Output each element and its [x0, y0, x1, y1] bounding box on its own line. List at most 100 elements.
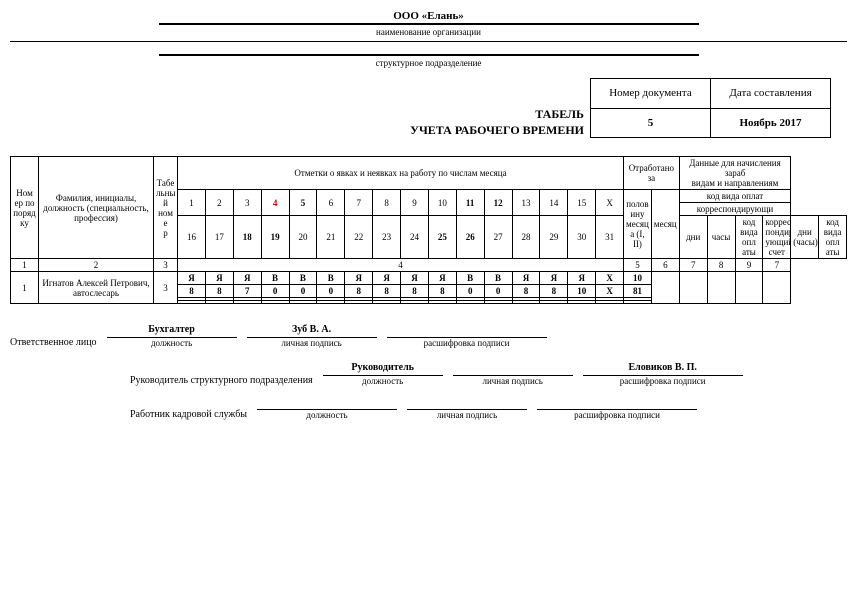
docinfo-block: ТАБЕЛЬ УЧЕТА РАБОЧЕГО ВРЕМЕНИ Номер доку… — [10, 78, 847, 138]
emp-r2h-2 — [233, 301, 261, 304]
emp-r1c-0: Я — [178, 272, 206, 285]
day-bot-31: 31 — [596, 216, 624, 259]
day-bot-16: 16 — [178, 216, 206, 259]
emp-r2h-9 — [428, 301, 456, 304]
org-header: ООО «Елань» — [159, 10, 699, 25]
hdr-paycode: код вида оплат — [679, 190, 791, 203]
docinfo-table: Номер документа Дата составления 5 Ноябр… — [590, 78, 847, 138]
emp-r1c-10: В — [456, 272, 484, 285]
hr-pos-cap: должность — [257, 410, 397, 420]
emp-r1c-6: Я — [345, 272, 373, 285]
day-top-8: 8 — [373, 190, 401, 216]
emp-r1c-2: Я — [233, 272, 261, 285]
hdr-days: дни — [679, 216, 707, 259]
emp-r1-total: 10 — [624, 272, 652, 285]
day-bot-25: 25 — [428, 216, 456, 259]
day-bot-30: 30 — [568, 216, 596, 259]
colnum-2: 2 — [39, 259, 154, 272]
emp-r1c-14: Я — [568, 272, 596, 285]
emp-month — [651, 272, 679, 304]
colnum-7b: 7 — [763, 259, 791, 272]
emp-r1h-5: 0 — [317, 285, 345, 298]
emp-r1h-10: 0 — [456, 285, 484, 298]
emp-r1c-4: В — [289, 272, 317, 285]
hdr-paydata: Данные для начисления зарабвидам и напра… — [679, 157, 791, 190]
emp-r2h-8 — [401, 301, 429, 304]
title-line2: УЧЕТА РАБОЧЕГО ВРЕМЕНИ — [410, 122, 584, 138]
colnum-9: 9 — [735, 259, 763, 272]
hdr-c7: кодвидаоплаты — [735, 216, 763, 259]
day-bot-22: 22 — [345, 216, 373, 259]
hr-decode-cap: расшифровка подписи — [537, 410, 697, 420]
emp-r2h-12 — [512, 301, 540, 304]
docdate-value: Ноябрь 2017 — [711, 108, 831, 138]
emp-r1h-6: 8 — [345, 285, 373, 298]
hdr-corracct: корреспондирующи — [679, 203, 791, 216]
emp-r1h-15: X — [596, 285, 624, 298]
emp-r1h-7: 8 — [373, 285, 401, 298]
day-bot-23: 23 — [373, 216, 401, 259]
emp-r1h-11: 0 — [484, 285, 512, 298]
day-top-1: 1 — [178, 190, 206, 216]
colnum-8: 8 — [707, 259, 735, 272]
day-top-13: 13 — [512, 190, 540, 216]
resp-position: Бухгалтер — [107, 324, 237, 338]
emp-r1c-9: Я — [428, 272, 456, 285]
resp-label: Ответственное лицо — [10, 337, 97, 348]
day-top-3: 3 — [233, 190, 261, 216]
docnum-header: Номер документа — [591, 79, 711, 109]
hr-position — [257, 396, 397, 410]
day-top-X: X — [596, 190, 624, 216]
day-bot-19: 19 — [261, 216, 289, 259]
day-bot-28: 28 — [512, 216, 540, 259]
resp-sign-cap: личная подпись — [247, 338, 377, 348]
hdr-hours: часы — [707, 216, 735, 259]
timesheet-table: Номер попорядкуФамилия, инициалы,должнос… — [10, 156, 847, 304]
hr-label: Работник кадровой службы — [130, 409, 247, 420]
emp-name: Игнатов Алексей Петрович, автослесарь — [39, 272, 154, 304]
emp-r1h-8: 8 — [401, 285, 429, 298]
colnum-7: 7 — [679, 259, 707, 272]
hdr-c10: кодвидаоплаты — [819, 216, 847, 259]
emp-r1c-11: В — [484, 272, 512, 285]
day-bot-26: 26 — [456, 216, 484, 259]
emp-r1c-1: Я — [205, 272, 233, 285]
hdr-c9: дни(часы) — [791, 216, 819, 259]
day-top-6: 6 — [317, 190, 345, 216]
colnum-6: 6 — [651, 259, 679, 272]
day-top-15: 15 — [568, 190, 596, 216]
emp-r1c-12: Я — [512, 272, 540, 285]
colnum-3: 3 — [154, 259, 178, 272]
day-top-2: 2 — [205, 190, 233, 216]
emp-r1h-14: 10 — [568, 285, 596, 298]
emp-r2h-1 — [205, 301, 233, 304]
day-top-7: 7 — [345, 190, 373, 216]
day-bot-18: 18 — [233, 216, 261, 259]
emp-r1h-9: 8 — [428, 285, 456, 298]
hdr-half: половинумесяца (I, II) — [624, 190, 652, 259]
emp-r1h-0: 8 — [178, 285, 206, 298]
title-line1: ТАБЕЛЬ — [410, 106, 584, 122]
emp-r1c-3: В — [261, 272, 289, 285]
emp-r2h-3 — [261, 301, 289, 304]
colnum-1: 1 — [11, 259, 39, 272]
hdr-num: Номер попорядку — [11, 157, 39, 259]
docinfo-title: ТАБЕЛЬ УЧЕТА РАБОЧЕГО ВРЕМЕНИ — [410, 78, 590, 138]
head-sign-cap: личная подпись — [453, 376, 573, 386]
head-sign — [453, 362, 573, 376]
resp-pos-cap: должность — [107, 338, 237, 348]
subdiv-line — [159, 46, 699, 56]
subdiv-caption: структурное подразделение — [10, 58, 847, 68]
colnum-4: 4 — [178, 259, 624, 272]
hdr-tab: Табельныйномер — [154, 157, 178, 259]
hdr-worked: Отработаноза — [624, 157, 680, 190]
head-label: Руководитель структурного подразделения — [130, 375, 313, 386]
hdr-c8: корреспондирующийсчет — [763, 216, 791, 259]
org-name: ООО «Елань» — [159, 10, 699, 25]
hdr-attendance: Отметки о явках и неявках на работу по ч… — [178, 157, 624, 190]
emp-r2h-10 — [456, 301, 484, 304]
head-decode: Еловиков В. П. — [583, 362, 743, 376]
day-top-5: 5 — [289, 190, 317, 216]
hr-1 — [10, 41, 847, 42]
hr-sign-cap: личная подпись — [407, 410, 527, 420]
